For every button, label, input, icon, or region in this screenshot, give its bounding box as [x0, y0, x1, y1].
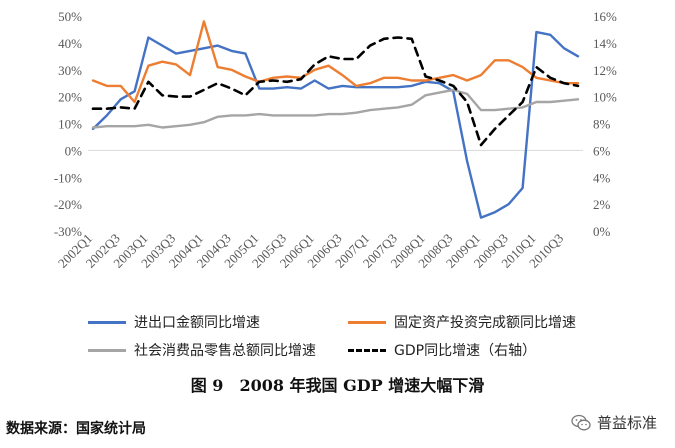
watermark-text: 普益标准 — [596, 414, 657, 432]
y-left-tick-label-7: 40% — [58, 36, 82, 51]
legend-swatch-gdp — [348, 348, 386, 352]
y-left-tick-label-6: 30% — [58, 63, 82, 78]
legend-label-trade: 进出口金额同比增速 — [134, 315, 260, 331]
legend-swatch-trade — [88, 320, 126, 324]
legend-item-investment: 固定资产投资完成额同比增速 — [348, 312, 608, 332]
y-right-tick-label-3: 6% — [593, 143, 611, 158]
chart: -30% -20% -10% 0% 10% 20% 30% 40% 50% 0% 2% 4% 6% 8% 1… — [54, 9, 617, 271]
y-right-tick-label-0: 0% — [593, 224, 611, 239]
y-left-tick-label-3: 0% — [65, 143, 83, 158]
y-right-tick-label-4: 8% — [593, 117, 611, 132]
y-right-tick-label-5: 10% — [593, 90, 617, 105]
figure-caption: 图 9 2008 年我国 GDP 增速大幅下滑 — [190, 376, 485, 395]
y-right-tick-label-1: 2% — [593, 197, 611, 212]
y-left-tick-label-1: -20% — [54, 197, 82, 212]
legend-swatch-investment — [348, 320, 386, 324]
series-line-3 — [91, 36, 580, 147]
watermark: 普益标准 — [571, 412, 657, 433]
series-line-0 — [91, 30, 580, 219]
y-right-tick-label-2: 4% — [593, 170, 611, 185]
legend-label-retail: 社会消费品零售总额同比增速 — [134, 343, 316, 359]
y-left-tick-label-2: -10% — [54, 170, 82, 185]
y-left-tick-label-5: 20% — [58, 90, 82, 105]
y-left-tick-label-0: -30% — [54, 224, 82, 239]
legend-item-retail: 社会消费品零售总额同比增速 — [88, 340, 348, 360]
legend-swatch-retail — [88, 348, 126, 352]
series-line-2 — [91, 88, 580, 129]
legend-item-gdp: GDP同比增速（右轴） — [348, 340, 608, 360]
y-right-tick-label-7: 14% — [593, 36, 617, 51]
legend-item-trade: 进出口金额同比增速 — [88, 312, 348, 332]
y-right-tick-label-6: 12% — [593, 63, 617, 78]
y-left-tick-label-4: 10% — [58, 117, 82, 132]
legend: 进出口金额同比增速 固定资产投资完成额同比增速 社会消费品零售总额同比增速 GD… — [88, 308, 608, 364]
y-right-tick-label-8: 16% — [593, 9, 617, 24]
data-source: 数据来源：国家统计局 — [6, 421, 146, 437]
wechat-icon — [571, 414, 591, 430]
y-left-tick-label-8: 50% — [58, 9, 82, 24]
series-line-1 — [91, 20, 580, 104]
legend-label-gdp: GDP同比增速（右轴） — [394, 343, 537, 359]
legend-label-investment: 固定资产投资完成额同比增速 — [394, 315, 576, 331]
